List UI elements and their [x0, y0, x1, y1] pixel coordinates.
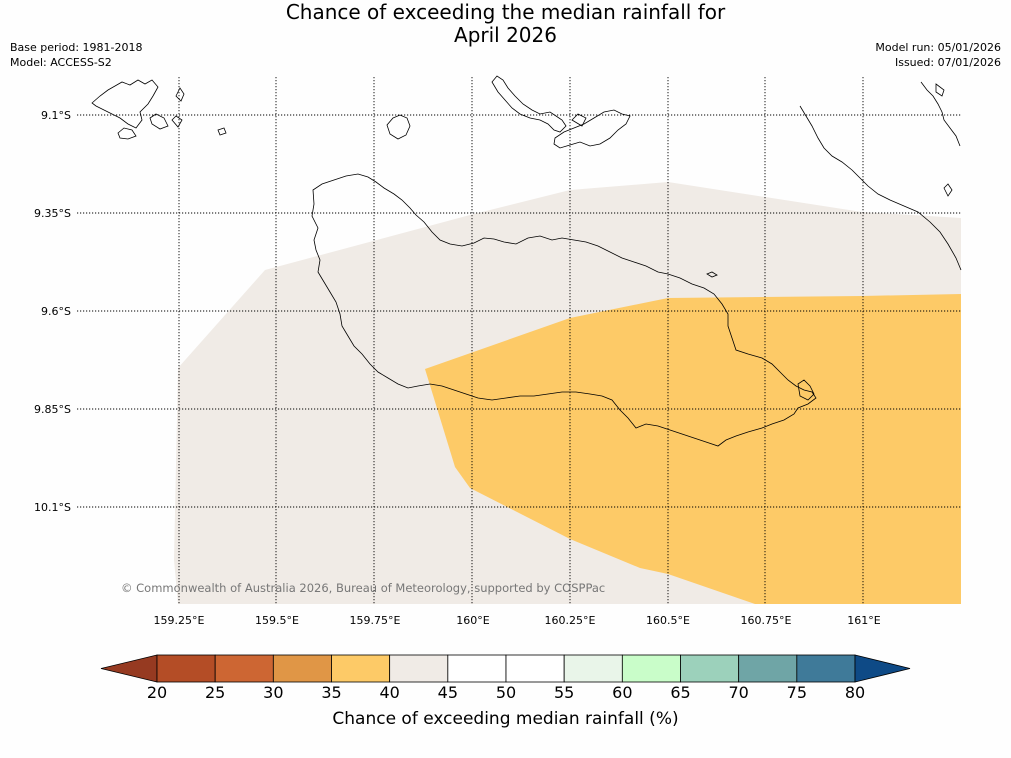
model-run: Model run: 05/01/2026	[875, 41, 1001, 54]
graticule	[77, 77, 961, 604]
colorbar	[100, 654, 911, 683]
colorbar-tick-label: 70	[728, 683, 749, 702]
colorbar-tick-label: 20	[146, 683, 168, 702]
colorbar-bin	[680, 654, 740, 683]
colorbar-tick-label: 60	[612, 683, 633, 702]
region-35-40	[425, 294, 961, 604]
colorbar-tick-label: 35	[321, 683, 342, 702]
base-period: Base period: 1981-2018	[10, 41, 143, 54]
meta-right: Model run: 05/01/2026 Issued: 07/01/2026	[875, 40, 1001, 70]
colorbar-bin	[389, 654, 449, 683]
colorbar-bin	[738, 654, 798, 683]
colorbar-bin	[447, 654, 507, 683]
meta-left: Base period: 1981-2018 Model: ACCESS-S2	[10, 40, 142, 70]
colorbar-under-arrow	[100, 654, 158, 683]
lat-label: 9.35°S	[34, 207, 71, 220]
colorbar-tick-label: 50	[495, 683, 517, 702]
lon-label: 160.5°E	[646, 614, 690, 627]
map-title-line2: April 2026	[454, 23, 557, 47]
coastlines	[91, 75, 962, 447]
colorbar-label: Chance of exceeding median rainfall (%)	[332, 709, 679, 729]
colorbar-tick-label: 40	[379, 683, 400, 702]
lon-label: 160.75°E	[740, 614, 792, 627]
colorbar-bin	[272, 654, 332, 683]
issued-date: Issued: 07/01/2026	[894, 56, 1001, 69]
colorbar-bin	[331, 654, 391, 683]
colorbar-tick-label: 25	[204, 683, 226, 702]
model-name: Model: ACCESS-S2	[10, 56, 112, 69]
lon-label: 160.25°E	[544, 614, 596, 627]
colorbar-bin	[214, 654, 274, 683]
lon-label: 160°E	[456, 614, 490, 627]
colorbar-tick-label: 45	[437, 683, 458, 702]
lat-label: 9.85°S	[34, 403, 71, 416]
map-title-line1: Chance of exceeding the median rainfall …	[285, 0, 726, 24]
lat-label: 9.6°S	[41, 305, 71, 318]
colorbar-over-arrow	[854, 654, 911, 683]
colorbar-bin	[505, 654, 565, 683]
colorbar-bin	[621, 654, 681, 683]
colorbar-tick-label: 30	[263, 683, 284, 702]
lon-label: 161°E	[847, 614, 881, 627]
lon-label: 159.25°E	[153, 614, 205, 627]
lat-label: 9.1°S	[41, 109, 71, 122]
colorbar-bin	[796, 654, 856, 683]
copyright-notice: © Commonwealth of Australia 2026, Bureau…	[121, 581, 606, 595]
colorbar-bin	[563, 654, 623, 683]
colorbar-tick-label: 80	[844, 683, 866, 702]
colorbar-bin	[156, 654, 216, 683]
lon-label: 159.75°E	[349, 614, 401, 627]
lon-label: 159.5°E	[255, 614, 299, 627]
colorbar-tick-label: 65	[670, 683, 691, 702]
colorbar-tick-label: 55	[553, 683, 575, 702]
colorbar-tick-label: 75	[786, 683, 807, 702]
lat-label: 10.1°S	[34, 501, 71, 514]
